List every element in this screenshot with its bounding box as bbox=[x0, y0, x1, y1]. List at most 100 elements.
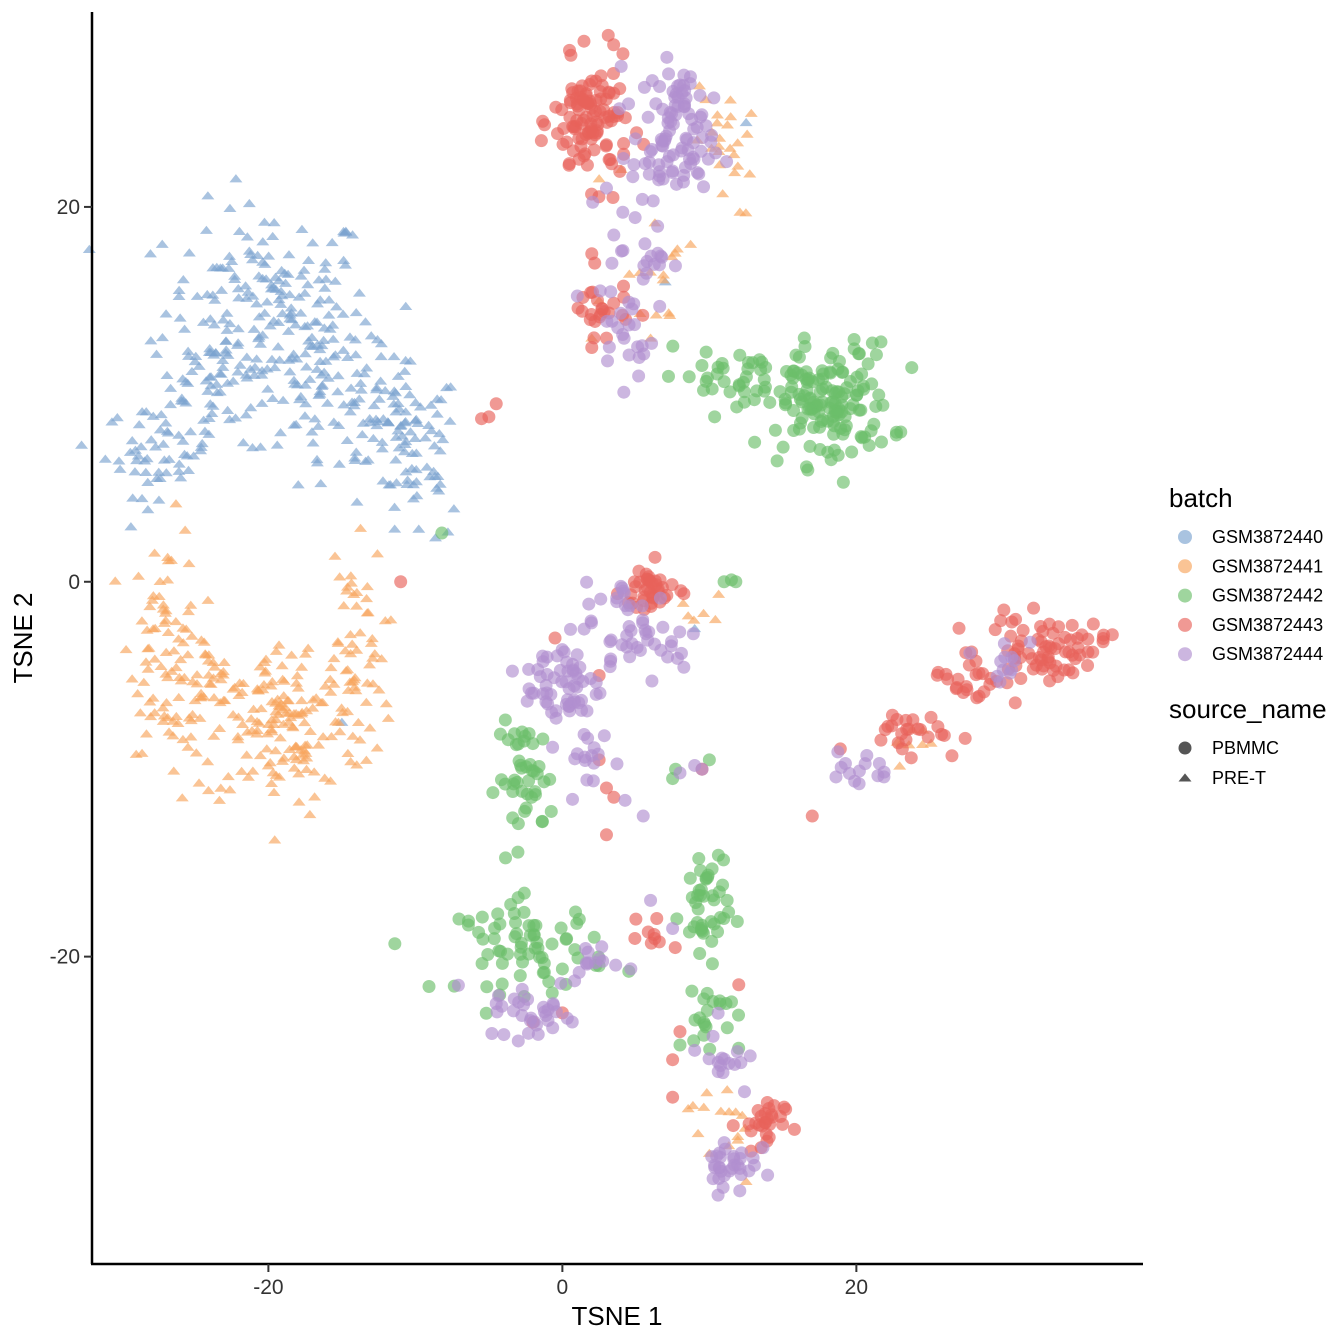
data-point bbox=[141, 664, 155, 673]
legend-entry-GSM3872440: GSM3872440 bbox=[1178, 527, 1323, 547]
data-point bbox=[632, 350, 646, 364]
data-point bbox=[670, 651, 684, 665]
data-point bbox=[290, 354, 304, 363]
data-point bbox=[105, 417, 119, 426]
data-point bbox=[200, 289, 214, 299]
data-point bbox=[141, 477, 155, 486]
data-point bbox=[348, 455, 362, 465]
data-point bbox=[260, 744, 274, 753]
data-point bbox=[242, 246, 256, 255]
legend-title-source-name: source_name bbox=[1169, 694, 1327, 724]
data-point bbox=[155, 332, 169, 342]
data-point bbox=[797, 331, 811, 345]
data-point bbox=[400, 479, 414, 489]
data-point bbox=[706, 1172, 720, 1186]
data-point bbox=[361, 455, 375, 464]
data-point bbox=[593, 284, 607, 298]
data-point bbox=[475, 412, 489, 426]
data-point bbox=[677, 68, 691, 82]
data-point bbox=[208, 662, 222, 671]
data-point bbox=[214, 369, 228, 378]
data-point bbox=[172, 430, 186, 439]
data-point bbox=[345, 639, 359, 648]
data-point bbox=[226, 684, 240, 693]
data-point bbox=[282, 708, 296, 717]
data-point bbox=[723, 143, 737, 152]
data-point bbox=[370, 743, 384, 752]
data-point bbox=[241, 287, 255, 296]
data-point bbox=[717, 375, 731, 389]
data-point bbox=[246, 766, 260, 775]
data-point bbox=[245, 255, 259, 264]
data-point bbox=[169, 711, 183, 721]
data-point bbox=[605, 256, 619, 270]
data-point bbox=[360, 593, 374, 603]
data-point bbox=[850, 388, 864, 402]
data-point bbox=[592, 174, 606, 183]
data-point bbox=[515, 982, 529, 996]
data-point bbox=[161, 575, 175, 584]
data-point bbox=[549, 1005, 563, 1019]
data-point bbox=[337, 255, 351, 264]
data-point bbox=[578, 750, 592, 764]
data-point bbox=[167, 646, 181, 655]
data-point bbox=[387, 386, 401, 395]
data-point bbox=[258, 259, 272, 268]
data-point bbox=[339, 666, 353, 675]
data-point bbox=[682, 370, 696, 384]
data-point bbox=[263, 758, 277, 767]
data-point bbox=[161, 627, 175, 636]
data-point bbox=[893, 761, 907, 770]
data-point bbox=[239, 281, 253, 290]
data-point bbox=[223, 785, 237, 794]
data-point bbox=[182, 558, 196, 568]
data-point bbox=[647, 927, 661, 941]
data-point bbox=[636, 809, 650, 823]
data-point bbox=[744, 108, 758, 117]
data-point bbox=[720, 120, 734, 129]
data-point bbox=[575, 304, 589, 318]
data-point bbox=[642, 167, 656, 181]
series-GSM3872440 bbox=[75, 117, 753, 726]
data-point bbox=[537, 965, 551, 979]
data-point bbox=[487, 932, 501, 946]
data-point bbox=[690, 120, 704, 134]
data-point bbox=[276, 395, 290, 404]
data-point bbox=[301, 280, 315, 289]
data-point bbox=[613, 164, 627, 178]
data-point bbox=[292, 769, 306, 778]
legend-color-entries: GSM3872440 GSM3872441 GSM3872442 GSM3872443… bbox=[1178, 527, 1323, 664]
data-point bbox=[298, 288, 312, 297]
data-point bbox=[264, 681, 278, 690]
data-point bbox=[756, 1141, 770, 1155]
data-point bbox=[305, 427, 319, 436]
data-point bbox=[739, 208, 753, 217]
data-point bbox=[697, 180, 711, 194]
data-point bbox=[770, 454, 784, 468]
data-point bbox=[706, 1029, 720, 1043]
x-tick-label: 20 bbox=[845, 1276, 868, 1299]
y-axis-title: TSNE 2 bbox=[8, 592, 38, 683]
data-point bbox=[184, 715, 198, 725]
data-point bbox=[285, 314, 299, 324]
data-point bbox=[253, 662, 267, 671]
data-point bbox=[952, 621, 966, 635]
data-point bbox=[813, 443, 827, 457]
data-point bbox=[720, 1021, 734, 1035]
data-point bbox=[673, 766, 687, 780]
data-point bbox=[724, 112, 738, 121]
data-point bbox=[624, 624, 638, 638]
data-point bbox=[409, 448, 423, 457]
data-point bbox=[422, 980, 436, 994]
data-point bbox=[757, 373, 771, 387]
data-point bbox=[290, 671, 304, 680]
data-point bbox=[306, 703, 320, 712]
data-point bbox=[213, 387, 227, 396]
data-point bbox=[842, 766, 856, 780]
data-point bbox=[297, 756, 311, 765]
data-point bbox=[611, 321, 625, 335]
data-point bbox=[599, 181, 613, 195]
data-point bbox=[570, 916, 584, 930]
data-point bbox=[287, 763, 301, 772]
data-point bbox=[1026, 662, 1040, 676]
